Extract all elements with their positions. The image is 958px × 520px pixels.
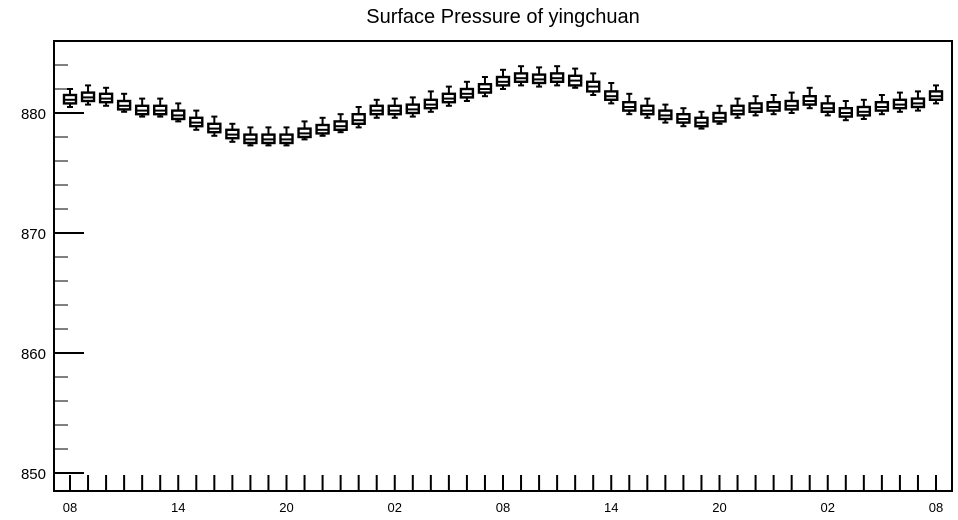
box xyxy=(567,67,583,89)
x-tick-label: 08 xyxy=(929,500,943,515)
x-tick-label: 08 xyxy=(496,500,510,515)
box xyxy=(766,94,781,116)
x-tick-label: 20 xyxy=(712,500,726,515)
plot-frame xyxy=(53,40,953,492)
box xyxy=(351,106,366,129)
x-tick-label: 02 xyxy=(821,500,835,515)
box xyxy=(297,120,312,141)
box xyxy=(333,113,348,134)
box xyxy=(784,91,799,114)
box-body xyxy=(351,112,366,125)
box xyxy=(134,97,150,118)
x-tick-label: 20 xyxy=(279,500,293,515)
box xyxy=(549,65,565,87)
box xyxy=(207,115,222,137)
box xyxy=(315,116,330,137)
box xyxy=(531,66,547,88)
box xyxy=(730,97,745,119)
box xyxy=(820,95,835,117)
y-axis: 850 860 870 880 xyxy=(21,40,84,483)
box xyxy=(243,126,258,147)
box xyxy=(622,92,637,116)
box xyxy=(441,85,457,107)
box xyxy=(80,84,96,106)
box xyxy=(658,103,673,124)
box xyxy=(405,96,420,118)
box xyxy=(387,97,402,119)
box xyxy=(495,68,511,90)
box xyxy=(694,110,709,130)
box-series xyxy=(62,65,944,147)
box xyxy=(640,97,655,119)
box xyxy=(98,86,114,107)
box xyxy=(856,98,872,120)
box xyxy=(604,82,619,105)
box xyxy=(171,102,186,123)
x-tick-label: 14 xyxy=(171,500,185,515)
x-tick-label: 08 xyxy=(63,500,77,515)
box xyxy=(910,90,926,112)
box xyxy=(838,100,853,122)
box xyxy=(748,95,763,117)
box xyxy=(874,94,890,116)
x-tick-label: 14 xyxy=(604,500,618,515)
box xyxy=(153,97,168,118)
y-tick-label: 850 xyxy=(21,466,46,483)
box xyxy=(369,98,384,119)
box xyxy=(892,91,908,113)
y-tick-label: 860 xyxy=(21,346,46,363)
chart-title: Surface Pressure of yingchuan xyxy=(366,6,640,28)
y-tick-label: 870 xyxy=(21,226,46,243)
box xyxy=(513,65,529,87)
box xyxy=(928,84,944,105)
box xyxy=(189,109,204,131)
box xyxy=(225,122,240,143)
box xyxy=(423,90,439,113)
box xyxy=(116,92,132,113)
box xyxy=(62,88,78,108)
x-axis: 08 14 20 02 08 14 20 02 08 xyxy=(63,475,943,515)
box xyxy=(712,104,727,125)
box xyxy=(477,76,493,98)
y-tick-label: 880 xyxy=(21,106,46,123)
box xyxy=(676,107,691,128)
box xyxy=(586,72,601,96)
box xyxy=(459,80,475,102)
box xyxy=(261,126,276,147)
box xyxy=(279,126,294,147)
box xyxy=(802,86,817,110)
x-tick-label: 02 xyxy=(388,500,402,515)
